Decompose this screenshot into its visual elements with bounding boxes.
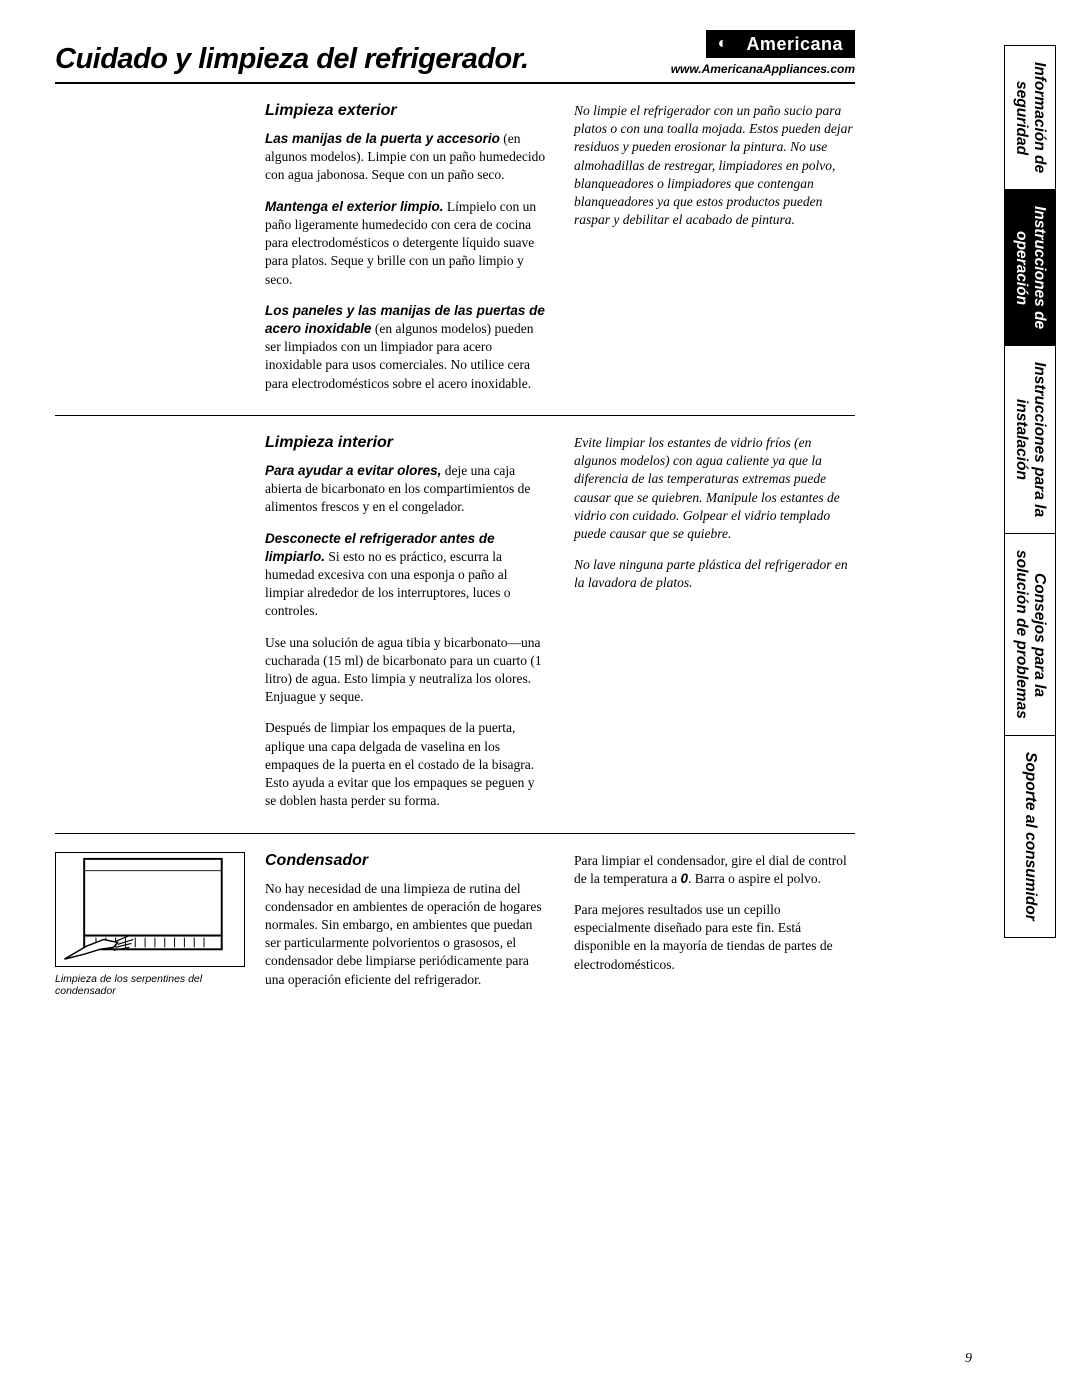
- brand-logo-text: Americana: [736, 32, 853, 56]
- section-exterior: Limpieza exterior Las manijas de la puer…: [55, 102, 855, 416]
- side-tabs: Información deseguridad Instrucciones de…: [1004, 45, 1056, 938]
- exterior-para-3: Los paneles y las manijas de las puertas…: [265, 302, 546, 393]
- exterior-right-col: No limpie el refrigerador con un paño su…: [574, 102, 855, 393]
- tab-instalacion[interactable]: Instrucciones para lainstalación: [1004, 345, 1056, 533]
- page-title: Cuidado y limpieza del refrigerador.: [55, 43, 529, 76]
- tab-seguridad[interactable]: Información deseguridad: [1004, 45, 1056, 189]
- exterior-note-1: No limpie el refrigerador con un paño su…: [574, 102, 855, 230]
- section-interior: Limpieza interior Para ayudar a evitar o…: [55, 434, 855, 834]
- condenser-para-2: Para limpiar el condensador, gire el dia…: [574, 852, 855, 888]
- brand-logo-icon: ◐: [708, 32, 736, 56]
- website-url: www.AmericanaAppliances.com: [671, 62, 855, 76]
- tab-solucion[interactable]: Consejos para lasolución de problemas: [1004, 533, 1056, 735]
- interior-para-4: Después de limpiar los empaques de la pu…: [265, 719, 546, 810]
- exterior-para-1: Las manijas de la puerta y accesorio (en…: [265, 130, 546, 185]
- interior-right-col: Evite limpiar los estantes de vidrio frí…: [574, 434, 855, 811]
- interior-para-1: Para ayudar a evitar olores, deje una ca…: [265, 462, 546, 517]
- interior-note-2: No lave ninguna parte plástica del refri…: [574, 556, 855, 592]
- interior-left-col: Limpieza interior Para ayudar a evitar o…: [265, 434, 546, 811]
- condenser-para-1: No hay necesidad de una limpieza de ruti…: [265, 880, 546, 989]
- exterior-para-2: Mantenga el exterior limpio. Límpielo co…: [265, 198, 546, 289]
- condenser-para-3: Para mejores resultados use un cepillo e…: [574, 901, 855, 974]
- section-condenser: Limpieza de los serpentines del condensa…: [55, 852, 855, 1020]
- condenser-left-col: Condensador No hay necesidad de una limp…: [265, 852, 546, 998]
- interior-heading: Limpieza interior: [265, 434, 546, 452]
- tab-operacion[interactable]: Instrucciones deoperación: [1004, 189, 1056, 345]
- tab-soporte[interactable]: Soporte al consumidor: [1004, 735, 1056, 938]
- page-header: Cuidado y limpieza del refrigerador. ◐ A…: [55, 30, 855, 84]
- interior-para-2: Desconecte el refrigerador antes de limp…: [265, 530, 546, 621]
- interior-note-1: Evite limpiar los estantes de vidrio frí…: [574, 434, 855, 543]
- interior-para-3: Use una solución de agua tibia y bicarbo…: [265, 634, 546, 707]
- condenser-caption: Limpieza de los serpentines del condensa…: [55, 973, 245, 998]
- exterior-heading: Limpieza exterior: [265, 102, 546, 120]
- condenser-heading: Condensador: [265, 852, 546, 870]
- condenser-right-col: Para limpiar el condensador, gire el dia…: [574, 852, 855, 998]
- page-number: 9: [965, 1351, 972, 1367]
- exterior-left-col: Limpieza exterior Las manijas de la puer…: [265, 102, 546, 393]
- condenser-figure: [55, 852, 245, 967]
- header-right: ◐ Americana www.AmericanaAppliances.com: [671, 30, 855, 76]
- brand-logo: ◐ Americana: [706, 30, 855, 58]
